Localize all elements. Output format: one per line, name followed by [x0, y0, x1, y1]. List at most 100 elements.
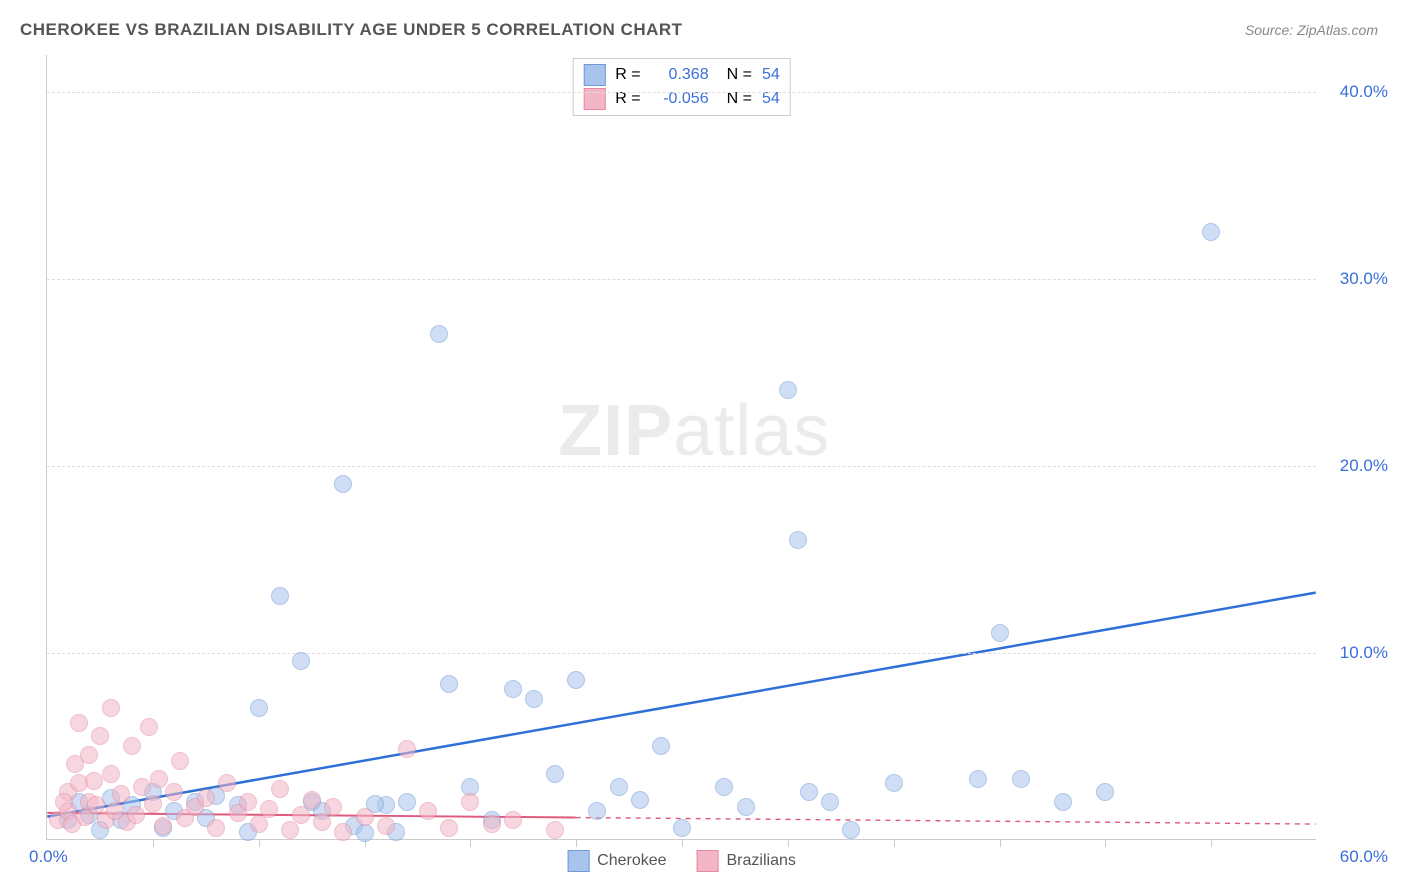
- x-tick-mark: [153, 839, 154, 847]
- legend-r-value: 0.368: [651, 66, 709, 84]
- source-label: Source: ZipAtlas.com: [1245, 22, 1378, 38]
- watermark: ZIPatlas: [558, 390, 830, 472]
- scatter-point: [154, 817, 172, 835]
- scatter-point: [123, 737, 141, 755]
- scatter-point: [303, 791, 321, 809]
- scatter-point: [313, 813, 331, 831]
- scatter-point: [588, 802, 606, 820]
- scatter-point: [991, 624, 1009, 642]
- scatter-point: [885, 774, 903, 792]
- scatter-point: [292, 652, 310, 670]
- scatter-point: [271, 780, 289, 798]
- legend-series-label: Brazilians: [727, 852, 796, 870]
- scatter-point: [250, 699, 268, 717]
- scatter-point: [207, 819, 225, 837]
- scatter-point: [171, 752, 189, 770]
- scatter-point: [969, 770, 987, 788]
- y-tick-label: 10.0%: [1323, 643, 1388, 663]
- scatter-point: [1012, 770, 1030, 788]
- scatter-point: [55, 793, 73, 811]
- scatter-point: [430, 325, 448, 343]
- scatter-point: [1202, 223, 1220, 241]
- scatter-point: [377, 817, 395, 835]
- scatter-point: [292, 806, 310, 824]
- scatter-point: [197, 789, 215, 807]
- x-tick-mark: [1211, 839, 1212, 847]
- scatter-point: [260, 800, 278, 818]
- x-tick-mark: [259, 839, 260, 847]
- trend-lines: [47, 55, 1316, 839]
- gridline: [47, 466, 1316, 467]
- scatter-point: [85, 772, 103, 790]
- x-tick-mark: [682, 839, 683, 847]
- scatter-point: [102, 765, 120, 783]
- scatter-point: [1054, 793, 1072, 811]
- scatter-point: [779, 381, 797, 399]
- scatter-point: [281, 821, 299, 839]
- scatter-point: [546, 821, 564, 839]
- scatter-point: [631, 791, 649, 809]
- scatter-point: [546, 765, 564, 783]
- scatter-point: [504, 811, 522, 829]
- scatter-point: [150, 770, 168, 788]
- scatter-point: [398, 740, 416, 758]
- scatter-point: [461, 793, 479, 811]
- legend-r-label: R =: [615, 66, 640, 84]
- gridline: [47, 279, 1316, 280]
- scatter-point: [66, 755, 84, 773]
- scatter-point: [567, 671, 585, 689]
- scatter-point: [271, 587, 289, 605]
- legend-swatch: [583, 64, 605, 86]
- y-tick-label: 30.0%: [1323, 269, 1388, 289]
- scatter-point: [440, 819, 458, 837]
- scatter-point: [1096, 783, 1114, 801]
- scatter-point: [140, 718, 158, 736]
- scatter-point: [70, 714, 88, 732]
- gridline: [47, 653, 1316, 654]
- watermark-light: atlas: [673, 391, 830, 471]
- gridline: [47, 92, 1316, 93]
- scatter-point: [715, 778, 733, 796]
- legend-corr-row: R =-0.056N =54: [583, 87, 779, 111]
- scatter-point: [737, 798, 755, 816]
- scatter-point: [165, 783, 183, 801]
- scatter-point: [800, 783, 818, 801]
- scatter-point: [218, 774, 236, 792]
- scatter-point: [440, 675, 458, 693]
- watermark-bold: ZIP: [558, 391, 673, 471]
- legend-swatch: [583, 88, 605, 110]
- x-tick-mark: [1000, 839, 1001, 847]
- legend-swatch: [567, 850, 589, 872]
- legend-n-label: N =: [727, 66, 752, 84]
- legend-n-value: 54: [762, 66, 780, 84]
- legend-correlation: R = 0.368 N = 54 R =-0.056N =54: [572, 58, 790, 116]
- legend-swatch: [697, 850, 719, 872]
- x-tick-min: 0.0%: [29, 847, 68, 867]
- scatter-point: [356, 808, 374, 826]
- scatter-point: [334, 475, 352, 493]
- legend-series-label: Cherokee: [597, 852, 666, 870]
- scatter-point: [102, 699, 120, 717]
- legend-corr-row: R = 0.368 N = 54: [583, 63, 779, 87]
- legend-series-item: Brazilians: [697, 850, 796, 872]
- x-tick-mark: [1105, 839, 1106, 847]
- scatter-point: [239, 793, 257, 811]
- scatter-point: [483, 815, 501, 833]
- scatter-point: [91, 727, 109, 745]
- scatter-point: [334, 823, 352, 841]
- scatter-point: [610, 778, 628, 796]
- scatter-point: [652, 737, 670, 755]
- trend-line: [47, 593, 1315, 817]
- scatter-point: [821, 793, 839, 811]
- scatter-point: [324, 798, 342, 816]
- scatter-point: [127, 806, 145, 824]
- x-tick-mark: [788, 839, 789, 847]
- y-tick-label: 20.0%: [1323, 456, 1388, 476]
- plot-area: ZIPatlas R =0.368N =54R =-0.056N =54 0.0…: [46, 55, 1316, 840]
- scatter-point: [789, 531, 807, 549]
- chart-title: CHEROKEE VS BRAZILIAN DISABILITY AGE UND…: [20, 20, 683, 40]
- scatter-point: [112, 785, 130, 803]
- legend-series: Cherokee Brazilians: [567, 850, 796, 872]
- scatter-point: [398, 793, 416, 811]
- scatter-point: [419, 802, 437, 820]
